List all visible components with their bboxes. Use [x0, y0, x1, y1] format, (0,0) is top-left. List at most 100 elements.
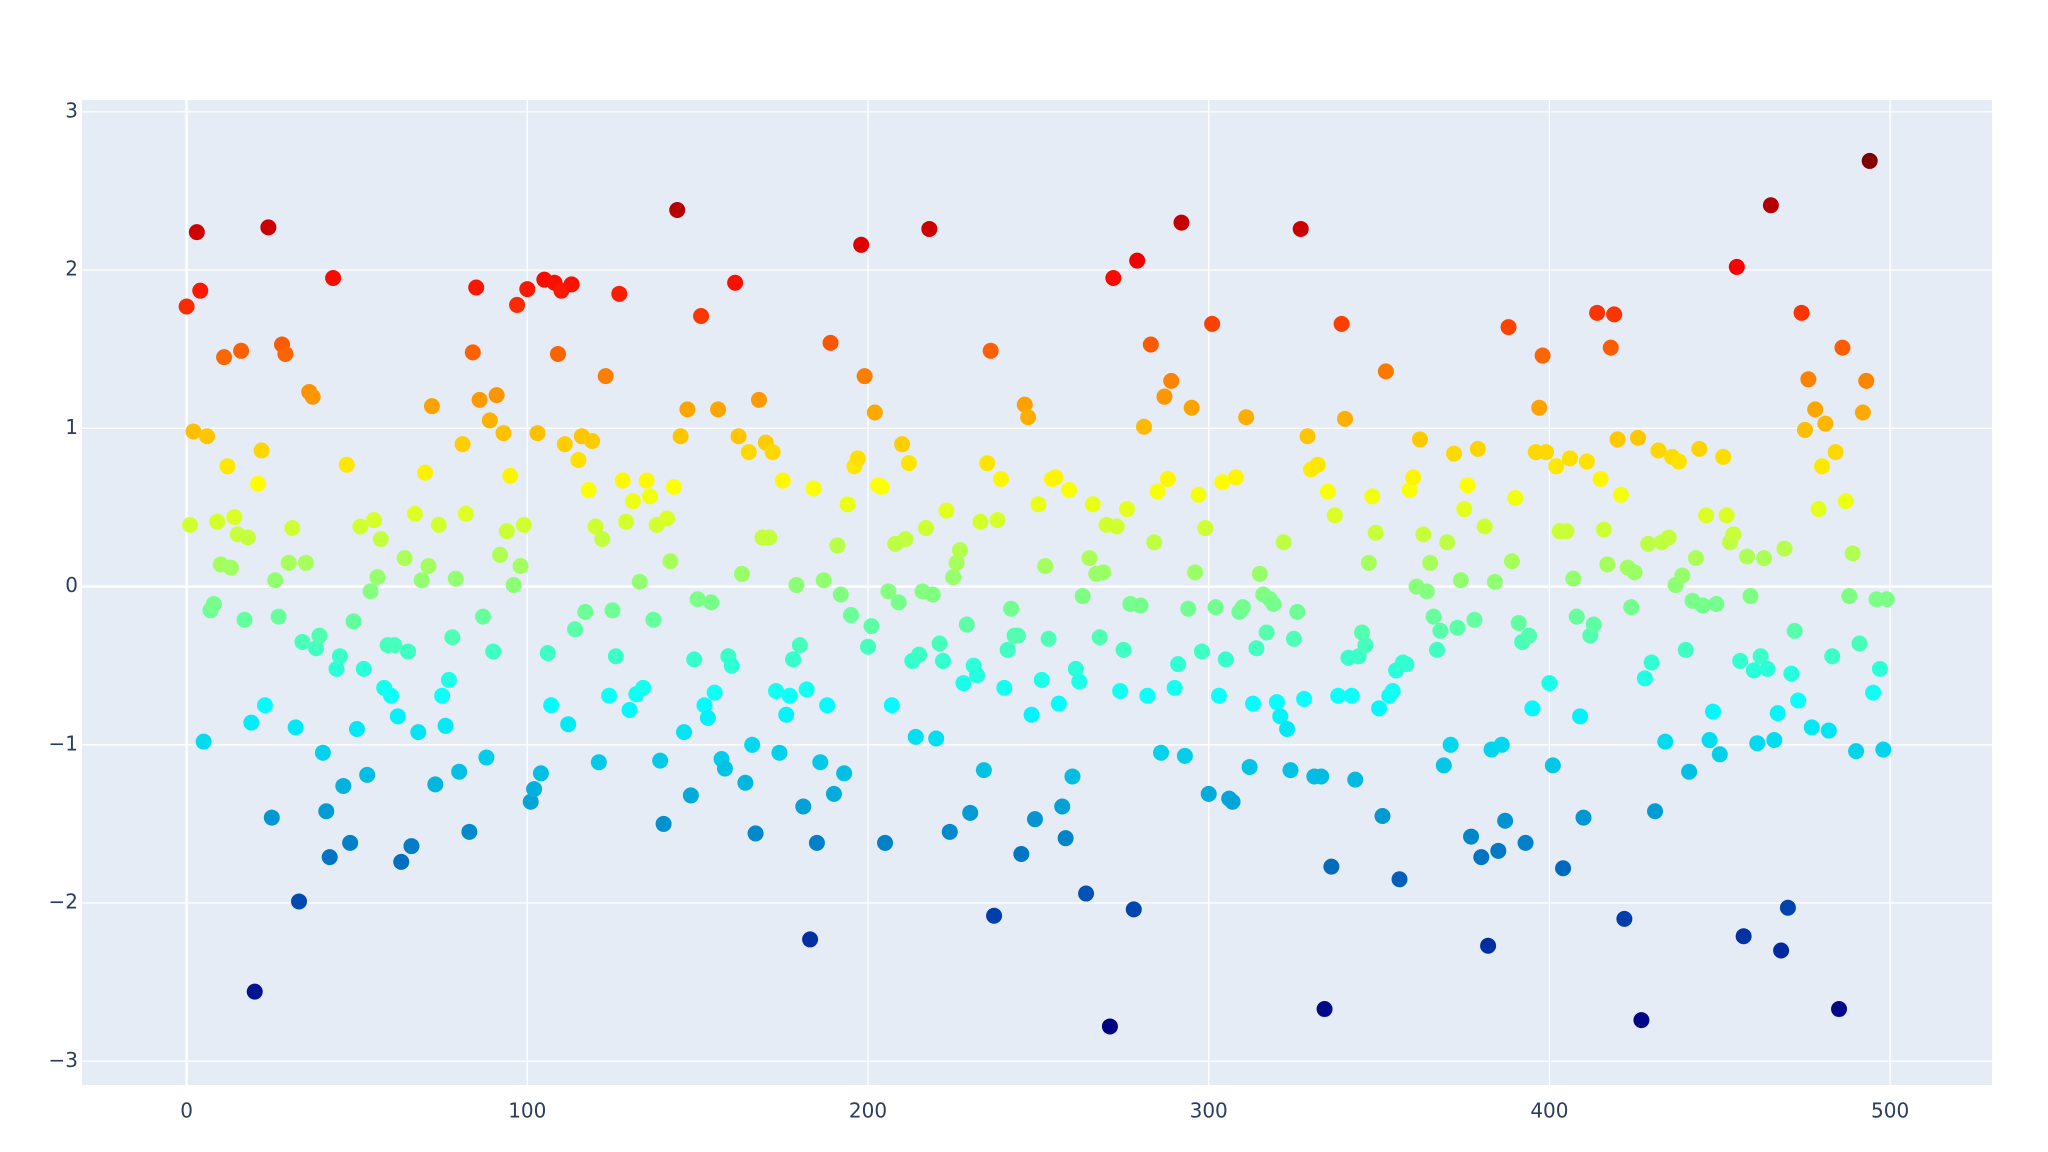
- point: [291, 893, 308, 910]
- point: [584, 432, 601, 449]
- point: [1061, 482, 1078, 499]
- point: [1752, 648, 1769, 665]
- point: [1411, 431, 1428, 448]
- point: [1572, 708, 1589, 725]
- point: [342, 834, 359, 851]
- point: [331, 648, 348, 665]
- point: [1773, 942, 1790, 959]
- point: [1405, 469, 1422, 486]
- point: [1749, 735, 1766, 752]
- point: [413, 572, 430, 589]
- point: [768, 683, 785, 699]
- point: [1878, 591, 1895, 608]
- point: [1555, 860, 1572, 877]
- point: [444, 629, 461, 646]
- point: [1112, 683, 1129, 699]
- point: [907, 728, 924, 745]
- point: [750, 391, 767, 408]
- point: [1115, 641, 1132, 658]
- point: [703, 594, 720, 611]
- point: [805, 480, 822, 497]
- point: [587, 518, 604, 535]
- point: [1711, 746, 1728, 763]
- point: [934, 652, 951, 669]
- point: [1844, 545, 1861, 562]
- point: [321, 849, 338, 866]
- point: [1238, 409, 1255, 426]
- point: [621, 701, 638, 718]
- point: [1449, 619, 1466, 636]
- point: [1442, 736, 1459, 753]
- point: [658, 510, 675, 527]
- point: [1275, 534, 1292, 551]
- point: [969, 667, 986, 684]
- point: [1241, 758, 1258, 775]
- point: [256, 697, 273, 714]
- point: [921, 220, 938, 237]
- point: [1848, 743, 1865, 760]
- point: [931, 635, 948, 652]
- point: [1813, 458, 1830, 475]
- point: [1289, 603, 1306, 620]
- x-tick-label: 0: [180, 1099, 193, 1123]
- point: [348, 720, 365, 737]
- point: [243, 714, 260, 731]
- point: [798, 681, 815, 698]
- point: [1190, 486, 1207, 503]
- point: [802, 931, 819, 948]
- point: [543, 697, 560, 714]
- point: [1803, 719, 1820, 736]
- point: [1166, 679, 1183, 696]
- point: [1180, 600, 1197, 617]
- point: [451, 763, 468, 780]
- point: [744, 736, 761, 753]
- point: [481, 412, 498, 429]
- point: [209, 513, 226, 530]
- point: [894, 436, 911, 453]
- point: [205, 595, 222, 612]
- y-tick-label: −1: [49, 731, 78, 755]
- point: [1013, 845, 1030, 862]
- point: [1793, 304, 1810, 321]
- point: [182, 516, 199, 533]
- point: [437, 717, 454, 734]
- point: [1224, 793, 1241, 810]
- point: [1313, 768, 1330, 785]
- point: [560, 716, 577, 733]
- point: [716, 760, 733, 777]
- point: [1084, 496, 1101, 513]
- point: [1585, 616, 1602, 633]
- point: [1357, 637, 1374, 654]
- point: [645, 611, 662, 628]
- point: [389, 708, 406, 725]
- point: [1865, 684, 1882, 701]
- point: [1800, 371, 1817, 388]
- point: [1016, 396, 1033, 413]
- point: [1520, 627, 1537, 644]
- point: [1704, 703, 1721, 720]
- point: [325, 270, 342, 287]
- point: [267, 572, 284, 589]
- point: [1279, 720, 1296, 737]
- point: [556, 436, 573, 453]
- point: [1718, 507, 1735, 524]
- point: [529, 425, 546, 442]
- point: [679, 401, 696, 418]
- point: [764, 444, 781, 461]
- point: [1078, 885, 1095, 902]
- point: [917, 520, 934, 537]
- point: [532, 765, 549, 782]
- point: [355, 660, 372, 677]
- point: [877, 834, 894, 851]
- point: [314, 744, 331, 761]
- x-tick-label: 400: [1530, 1099, 1568, 1123]
- point: [328, 660, 345, 677]
- point: [1783, 665, 1800, 682]
- point: [1630, 429, 1647, 446]
- y-tick-label: 2: [65, 257, 78, 281]
- point: [849, 450, 866, 467]
- point: [788, 576, 805, 593]
- x-tick-label: 300: [1190, 1099, 1228, 1123]
- point: [1858, 372, 1875, 389]
- point: [1694, 597, 1711, 614]
